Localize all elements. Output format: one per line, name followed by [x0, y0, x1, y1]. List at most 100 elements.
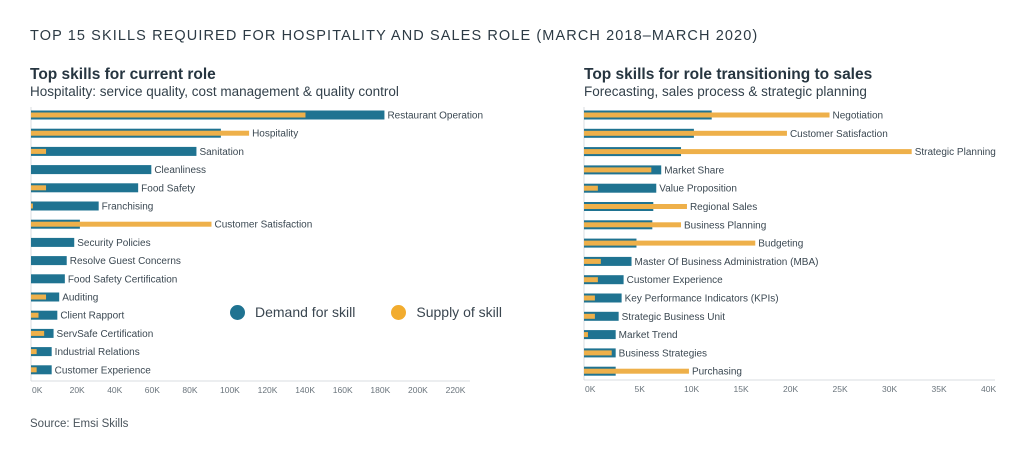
- right-chart-title: Top skills for role transitioning to sal…: [584, 66, 873, 83]
- right-category-label: Master Of Business Administration (MBA): [635, 257, 819, 268]
- right-category-label: Negotiation: [833, 111, 884, 122]
- left-x-tick-label: 80K: [182, 385, 197, 395]
- left-demand-bar: [31, 146, 197, 156]
- left-x-tick-label: 220K: [446, 385, 466, 395]
- right-bar-row: Purchasing: [584, 366, 742, 378]
- left-x-tick-label: 20K: [70, 385, 85, 395]
- left-supply-bar: [31, 330, 45, 336]
- right-bar-row: Market Trend: [584, 330, 678, 341]
- right-bar-row: Customer Experience: [584, 275, 723, 286]
- right-bar-row: Budgeting: [584, 238, 803, 250]
- right-bar-row: Value Proposition: [584, 183, 737, 195]
- left-bar-row: Restaurant Operation: [31, 110, 483, 122]
- legend-item-supply: Supply of skill: [391, 304, 502, 320]
- right-demand-bar: [584, 256, 632, 266]
- left-bar-row: Resolve Guest Concerns: [31, 256, 181, 267]
- right-demand-bar: [584, 330, 616, 340]
- left-bar-row: Security Policies: [31, 237, 151, 249]
- right-category-label: Market Share: [664, 165, 724, 176]
- left-supply-bar: [31, 148, 47, 154]
- left-bar-row: Industrial Relations: [31, 347, 140, 358]
- left-category-label: Client Rapport: [60, 311, 124, 322]
- right-demand-bar: [584, 311, 619, 321]
- left-x-tick-label: 140K: [295, 385, 315, 395]
- left-bar-row: ServSafe Certification: [31, 328, 154, 340]
- left-x-tick-label: 160K: [333, 385, 353, 395]
- right-category-label: Business Strategies: [619, 348, 707, 359]
- left-bar-row: Client Rapport: [31, 310, 124, 322]
- right-bar-row: Customer Satisfaction: [584, 128, 888, 140]
- left-category-label: Resolve Guest Concerns: [70, 256, 181, 267]
- left-demand-bar: [31, 237, 75, 247]
- legend: Demand for skill Supply of skill: [230, 304, 538, 320]
- left-x-tick-label: 180K: [370, 385, 390, 395]
- right-category-label: Strategic Planning: [915, 147, 996, 158]
- right-supply-bar: [584, 277, 598, 283]
- left-supply-bar: [31, 130, 250, 136]
- right-category-label: Key Performance Indicators (KPIs): [625, 294, 779, 305]
- right-category-label: Value Proposition: [659, 184, 737, 195]
- right-x-tick-label: 35K: [932, 384, 947, 394]
- right-x-tick-label: 5K: [635, 384, 646, 394]
- left-supply-bar: [31, 203, 33, 209]
- left-supply-bar: [31, 367, 37, 373]
- right-category-label: Customer Experience: [627, 275, 724, 286]
- right-supply-bar: [584, 332, 588, 338]
- left-demand-bar: [31, 256, 67, 266]
- left-bar-row: Food Safety Certification: [31, 274, 177, 285]
- left-chart-subtitle: Hospitality: service quality, cost manag…: [30, 84, 399, 99]
- right-category-label: Business Planning: [684, 220, 766, 231]
- right-category-label: Customer Satisfaction: [790, 129, 888, 140]
- left-category-label: Restaurant Operation: [387, 111, 483, 122]
- right-bar-row: Regional Sales: [584, 202, 757, 213]
- right-supply-bar: [584, 258, 601, 264]
- right-x-tick-label: 15K: [734, 384, 749, 394]
- left-supply-bar: [31, 294, 47, 300]
- left-category-label: Hospitality: [252, 129, 298, 140]
- right-bar-row: Strategic Business Unit: [584, 311, 726, 323]
- left-category-label: Sanitation: [199, 147, 243, 158]
- left-supply-bar: [31, 221, 212, 227]
- right-demand-bar: [584, 293, 622, 303]
- left-category-label: ServSafe Certification: [57, 329, 154, 340]
- left-supply-bar: [31, 185, 47, 191]
- right-supply-bar: [584, 350, 612, 356]
- right-chart-subtitle: Forecasting, sales process & strategic p…: [584, 84, 867, 99]
- left-x-tick-label: 200K: [408, 385, 428, 395]
- left-bar-row: Cleanliness: [31, 165, 206, 176]
- right-x-tick-label: 30K: [882, 384, 897, 394]
- left-category-label: Auditing: [62, 293, 98, 304]
- left-bar-row: Franchising: [31, 201, 154, 213]
- legend-label-supply: Supply of skill: [416, 304, 502, 320]
- left-supply-bar: [31, 312, 39, 318]
- right-supply-bar: [584, 368, 689, 374]
- left-bar-row: Customer Satisfaction: [31, 219, 312, 231]
- right-bar-row: Master Of Business Administration (MBA): [584, 256, 819, 268]
- supply-dot-icon: [391, 304, 407, 320]
- left-demand-bar: [31, 165, 152, 175]
- left-demand-bar: [31, 183, 139, 193]
- left-x-tick-label: 100K: [220, 385, 240, 395]
- legend-item-demand: Demand for skill: [230, 304, 355, 320]
- right-category-label: Budgeting: [758, 239, 803, 250]
- left-bar-row: Customer Experience: [31, 365, 151, 376]
- left-category-label: Food Safety: [141, 183, 195, 194]
- right-supply-bar: [584, 185, 598, 191]
- right-bar-row: Business Strategies: [584, 348, 707, 359]
- right-demand-bar: [584, 183, 657, 193]
- left-category-label: Customer Satisfaction: [214, 220, 312, 231]
- right-supply-bar: [584, 204, 687, 209]
- right-supply-bar: [584, 112, 830, 118]
- left-x-tick-label: 40K: [107, 385, 122, 395]
- right-x-tick-label: 20K: [783, 384, 798, 394]
- right-category-label: Strategic Business Unit: [622, 312, 726, 323]
- right-category-label: Regional Sales: [690, 202, 757, 213]
- left-demand-bar: [31, 274, 65, 284]
- right-x-tick-label: 40K: [981, 384, 996, 394]
- right-supply-bar: [584, 167, 652, 173]
- right-bar-row: Market Share: [584, 165, 725, 176]
- left-category-label: Franchising: [102, 202, 154, 213]
- source-note: Source: Emsi Skills: [30, 418, 129, 430]
- left-bar-row: Sanitation: [31, 146, 244, 158]
